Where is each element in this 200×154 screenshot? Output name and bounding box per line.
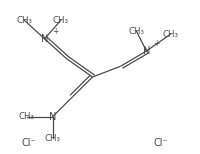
Text: +: + [152, 39, 158, 48]
Text: N: N [49, 112, 56, 122]
Text: CH₃: CH₃ [52, 16, 68, 25]
Text: +: + [52, 27, 58, 36]
Text: CH₃: CH₃ [44, 134, 60, 143]
Text: CH₃: CH₃ [19, 112, 34, 121]
Text: CH₃: CH₃ [162, 30, 177, 39]
Text: Cl⁻: Cl⁻ [21, 138, 36, 148]
Text: Cl⁻: Cl⁻ [152, 138, 167, 148]
Text: N: N [41, 34, 48, 44]
Text: CH₃: CH₃ [17, 16, 32, 25]
Text: N: N [142, 46, 149, 56]
Text: CH₃: CH₃ [128, 27, 144, 36]
